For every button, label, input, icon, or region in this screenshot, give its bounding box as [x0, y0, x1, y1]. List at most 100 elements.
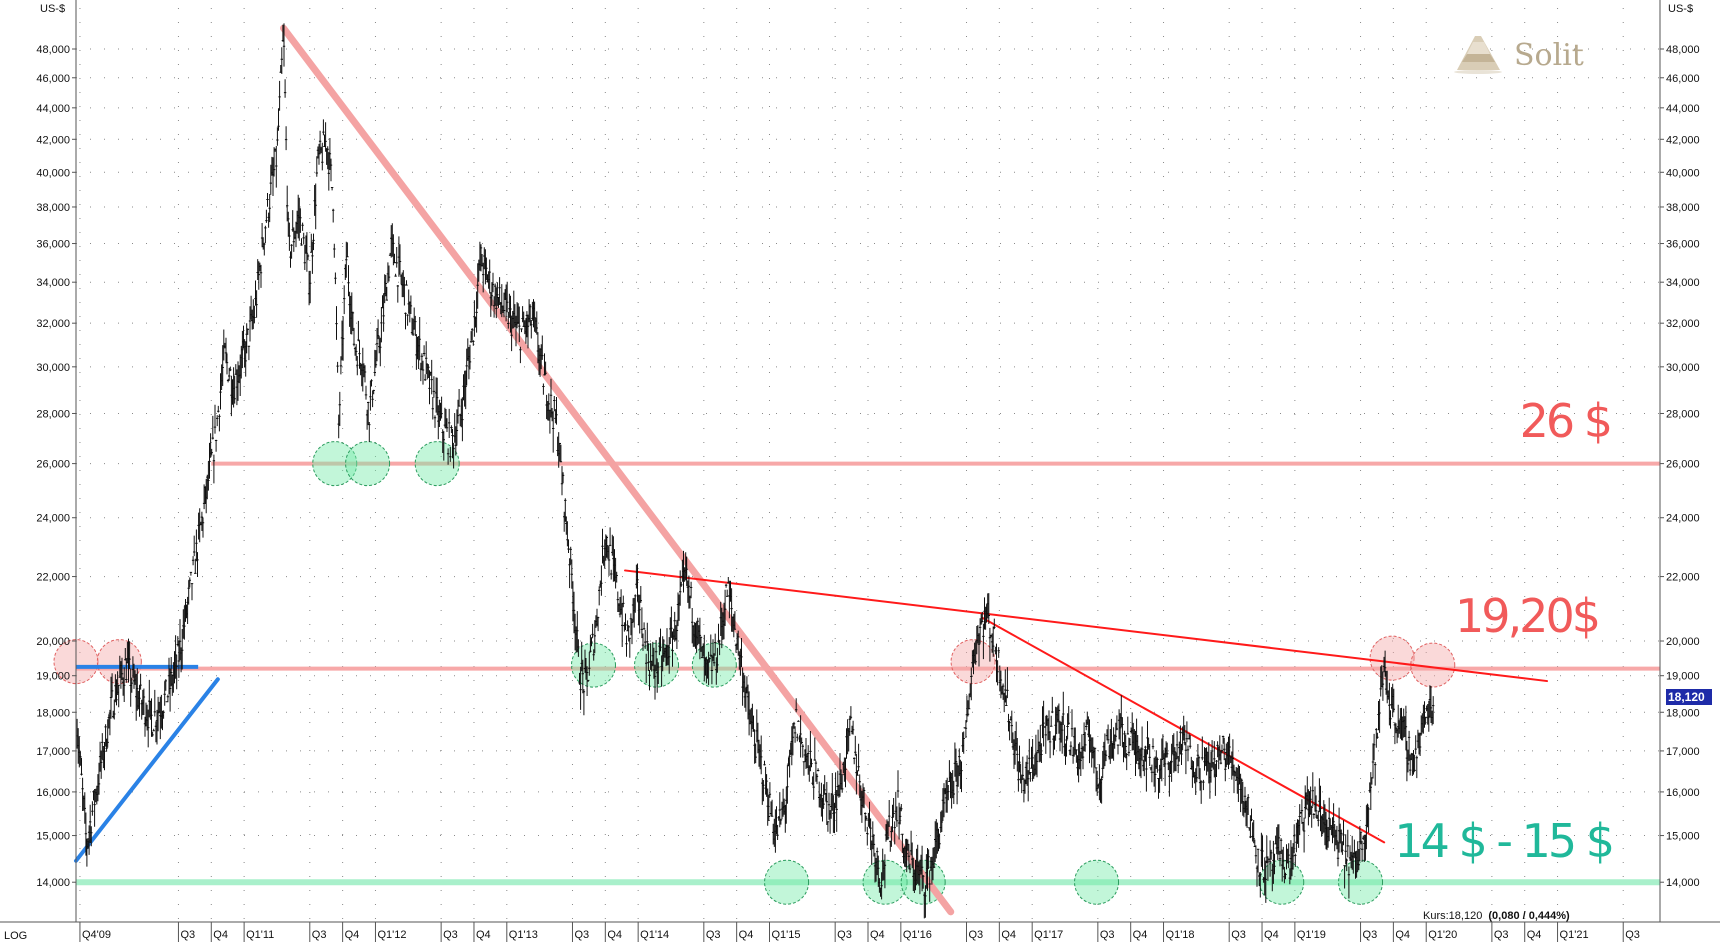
footer-kurs-change: (0,080 / 0,444%) — [1488, 910, 1570, 922]
y-tick-label-left: 19,000 — [36, 671, 70, 683]
y-tick-label-left: 42,000 — [36, 134, 70, 146]
y-tick-label-right: 14,000 — [1666, 877, 1700, 889]
x-tick-label: Q1'16 — [903, 929, 932, 941]
x-tick-label: Q3 — [443, 929, 458, 941]
support-circle-marker — [312, 441, 358, 487]
x-tick-label: Q3 — [180, 929, 195, 941]
y-tick-label-right: 22,000 — [1666, 572, 1700, 584]
x-tick-label: Q3 — [312, 929, 327, 941]
y-tick-label-left: 34,000 — [36, 277, 70, 289]
y-tick-label-left: 15,000 — [36, 831, 70, 843]
x-tick-label: Q4 — [870, 929, 885, 941]
label-19-20-dollar: 19,20$ — [1455, 589, 1598, 643]
x-tick-label: Q1'17 — [1034, 929, 1063, 941]
y-tick-label-right: 15,000 — [1666, 831, 1700, 843]
upper-downtrend-line — [624, 569, 1549, 683]
x-tick-label: Q4 — [213, 929, 228, 941]
x-tick-label: Q4 — [1527, 929, 1542, 941]
brand-logo: Solit — [1454, 36, 1584, 74]
y-tick-label-right: 24,000 — [1666, 513, 1700, 525]
label-26-dollar: 26 $ — [1520, 394, 1610, 448]
y-tick-label-left: 30,000 — [36, 362, 70, 374]
footer-kurs-label: Kurs:18,120 — [1423, 910, 1482, 922]
frame-layer — [0, 0, 1720, 923]
y-tick-label-right: 30,000 — [1666, 362, 1700, 374]
y-tick-label-right: 36,000 — [1666, 239, 1700, 251]
support-circle-marker — [1074, 859, 1120, 905]
horizontal-levels-layer — [76, 461, 1660, 886]
label-14-15-dollar: 14 $ - 15 $ — [1394, 814, 1612, 868]
y-tick-label-right: 28,000 — [1666, 408, 1700, 420]
current-price-badge: 18,120 — [1666, 689, 1712, 705]
x-tick-label: Q3 — [1363, 929, 1378, 941]
x-tick-label: Q3 — [1100, 929, 1115, 941]
y-tick-label-left: 14,000 — [36, 877, 70, 889]
y-tick-label-right: 26,000 — [1666, 459, 1700, 471]
x-tick-label: Q4 — [607, 929, 622, 941]
x-tick-label: Q4 — [1001, 929, 1016, 941]
x-tick-label: Q1'21 — [1560, 929, 1589, 941]
y-tick-label-right: 38,000 — [1666, 202, 1700, 214]
support-circle-marker — [345, 441, 391, 487]
y-tick-label-right: 46,000 — [1666, 73, 1700, 85]
resistance-circle-marker — [1369, 635, 1415, 681]
resistance-circle-marker — [1410, 642, 1456, 688]
x-tick-label: Q1'14 — [640, 929, 669, 941]
brand-name: Solit — [1514, 38, 1584, 73]
y-tick-label-left: 28,000 — [36, 408, 70, 420]
y-tick-label-left: 17,000 — [36, 746, 70, 758]
x-tick-label: Q3 — [574, 929, 589, 941]
x-tick-label: Q3 — [969, 929, 984, 941]
scale-mode-label: LOG — [4, 930, 27, 942]
x-tick-label: Q1'15 — [771, 929, 800, 941]
x-tick-label: Q3 — [837, 929, 852, 941]
y-tick-label-left: 44,000 — [36, 103, 70, 115]
x-tick-label: Q4 — [476, 929, 491, 941]
y-axis-left: 14,000 15,000 16,000 17,000 18,000 19,000 20,0… — [36, 44, 76, 889]
support-circle-marker — [764, 859, 810, 905]
y-axis-right: 14,000 15,000 16,000 17,000 18,000 19,000 20,0… — [1660, 44, 1700, 889]
y-tick-label-right: 34,000 — [1666, 277, 1700, 289]
x-tick-label: Q4 — [1395, 929, 1410, 941]
x-tick-label: Q1'20 — [1428, 929, 1457, 941]
y-tick-label-left: 38,000 — [36, 202, 70, 214]
x-tick-label: Q3 — [1231, 929, 1246, 941]
annotation-labels-layer: 26 $ 19,20$ 14 $ - 15 $ — [1394, 393, 1616, 869]
x-tick-label: Q3 — [1494, 929, 1509, 941]
y-tick-label-left: 18,000 — [36, 707, 70, 719]
current-price-box — [1666, 689, 1712, 705]
footer-kurs: Kurs:18,120 (0,080 / 0,444%) — [1423, 910, 1570, 922]
y-tick-label-right: 44,000 — [1666, 103, 1700, 115]
y-tick-label-left: 32,000 — [36, 318, 70, 330]
y-tick-label-left: 16,000 — [36, 787, 70, 799]
y-tick-label-right: 17,000 — [1666, 746, 1700, 758]
x-tick-label: Q1'13 — [509, 929, 538, 941]
y-unit-label-left: US-$ — [40, 3, 65, 15]
x-tick-label: Q1'12 — [377, 929, 406, 941]
x-tick-label: Q4 — [739, 929, 754, 941]
y-unit-label-right: US-$ — [1668, 3, 1693, 15]
support-circle-marker — [1259, 859, 1305, 905]
y-tick-label-right: 42,000 — [1666, 134, 1700, 146]
y-tick-label-right: 16,000 — [1666, 787, 1700, 799]
y-tick-label-right: 40,000 — [1666, 167, 1700, 179]
y-tick-label-right: 32,000 — [1666, 318, 1700, 330]
y-tick-label-right: 18,000 — [1666, 707, 1700, 719]
current-price-value: 18,120 — [1668, 690, 1705, 704]
x-tick-label: Q4 — [345, 929, 360, 941]
x-tick-label: Q1'18 — [1166, 929, 1195, 941]
x-tick-label: Q3 — [706, 929, 721, 941]
x-axis: Q4'09 Q3 Q4 Q1'11 Q3 Q4 Q1'12 Q3 Q4 Q1'13 Q3 Q4 Q1'1… — [79, 922, 1640, 942]
y-tick-label-left: 24,000 — [36, 513, 70, 525]
support-circle-marker — [1338, 859, 1384, 905]
y-tick-label-right: 20,000 — [1666, 636, 1700, 648]
y-tick-label-left: 40,000 — [36, 167, 70, 179]
x-tick-label: Q4'09 — [82, 929, 111, 941]
blue-uptrend-line — [74, 677, 220, 863]
y-tick-label-left: 22,000 — [36, 572, 70, 584]
x-tick-label: Q4 — [1264, 929, 1279, 941]
y-tick-label-left: 36,000 — [36, 239, 70, 251]
